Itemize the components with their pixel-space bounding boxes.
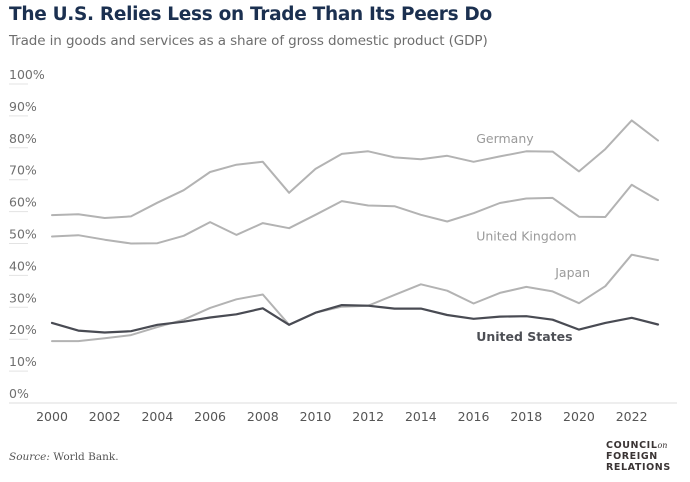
y-tick-label: 80% (9, 131, 37, 146)
source-note: Source: World Bank. (9, 451, 119, 463)
y-tick-label: 20% (9, 322, 37, 337)
series-line-germany (51, 119, 659, 219)
x-tick-label: 2020 (563, 409, 595, 424)
x-tick-label: 2006 (194, 409, 226, 424)
series-line-united-kingdom (51, 183, 659, 245)
x-tick-label: 2016 (458, 409, 490, 424)
series-line-united-states (50, 304, 660, 334)
y-axis: 0% 10% 20% 30% 40% 50% 60% 70% 80% 90% 100% (9, 67, 677, 404)
series-labels: Germany United Kingdom Japan United States (476, 131, 590, 344)
y-tick-label: 30% (9, 290, 37, 305)
cfr-logo: COUNCILon FOREIGN RELATIONS (606, 440, 671, 473)
x-tick-label: 2018 (510, 409, 542, 424)
y-tick-label: 70% (9, 163, 37, 178)
y-tick-label: 90% (9, 99, 37, 114)
y-tick-label: 100% (9, 67, 45, 82)
series-lines (50, 119, 660, 343)
x-tick-label: 2002 (89, 409, 121, 424)
series-label-germany: Germany (476, 131, 534, 146)
x-axis: 2000 2002 2004 2006 2008 2010 2012 2014 2016 2018… (36, 409, 647, 424)
source-text: World Bank. (49, 451, 119, 463)
x-tick-label: 2014 (405, 409, 437, 424)
series-label-united-states: United States (476, 329, 572, 344)
y-tick-label: 50% (9, 227, 37, 242)
y-tick-label: 0% (9, 386, 29, 401)
series-label-united-kingdom: United Kingdom (476, 228, 576, 243)
y-tick-label: 60% (9, 195, 37, 210)
y-tick-label: 40% (9, 258, 37, 273)
x-tick-label: 2008 (247, 409, 279, 424)
x-tick-label: 2004 (141, 409, 173, 424)
x-tick-label: 2022 (616, 409, 648, 424)
x-tick-label: 2012 (352, 409, 384, 424)
logo-line3: RELATIONS (606, 462, 671, 473)
logo-line1: COUNCIL (606, 440, 658, 451)
chart-subtitle: Trade in goods and services as a share o… (9, 33, 488, 49)
x-tick-label: 2000 (36, 409, 68, 424)
x-tick-label: 2010 (300, 409, 332, 424)
source-prefix: Source: (9, 451, 50, 463)
series-label-japan: Japan (554, 265, 590, 280)
logo-line2: FOREIGN (606, 451, 658, 462)
logo-on: on (657, 441, 668, 450)
chart-title: The U.S. Relies Less on Trade Than Its P… (9, 4, 492, 25)
y-tick-label: 10% (9, 354, 37, 369)
